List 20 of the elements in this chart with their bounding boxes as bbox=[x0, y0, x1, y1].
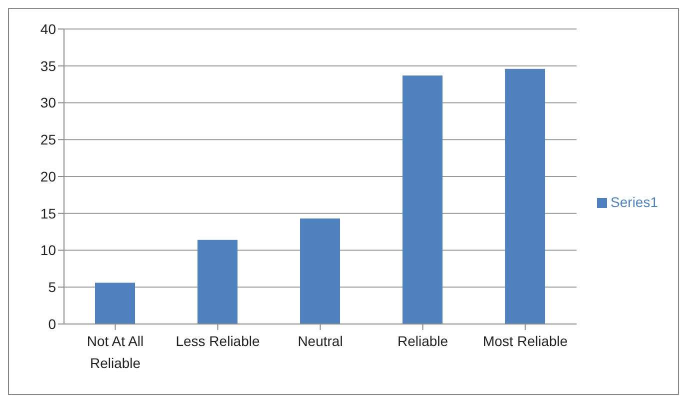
y-tick-label: 5 bbox=[48, 279, 56, 296]
x-tick-label: Neutral bbox=[298, 333, 343, 349]
bar bbox=[505, 68, 546, 324]
y-tick-label: 0 bbox=[48, 316, 56, 332]
y-tick-label: 25 bbox=[40, 132, 56, 148]
bar bbox=[198, 240, 238, 324]
x-tick-label: Not At All Reliable bbox=[86, 333, 144, 371]
bar bbox=[300, 218, 340, 324]
bar bbox=[95, 282, 135, 324]
y-tick-label: 20 bbox=[40, 168, 56, 184]
y-tick-label: 35 bbox=[40, 58, 56, 74]
x-tick-label: Less Reliable bbox=[176, 333, 260, 349]
y-tick-label: 30 bbox=[40, 94, 56, 111]
legend-label: Series1 bbox=[610, 194, 658, 210]
bar bbox=[402, 75, 443, 324]
x-tick-label: Most Reliable bbox=[482, 333, 568, 349]
x-tick-label: Reliable bbox=[397, 333, 448, 349]
y-tick-label: 10 bbox=[40, 242, 56, 258]
y-tick-label: 40 bbox=[40, 20, 56, 37]
y-tick-label: 15 bbox=[40, 205, 56, 222]
